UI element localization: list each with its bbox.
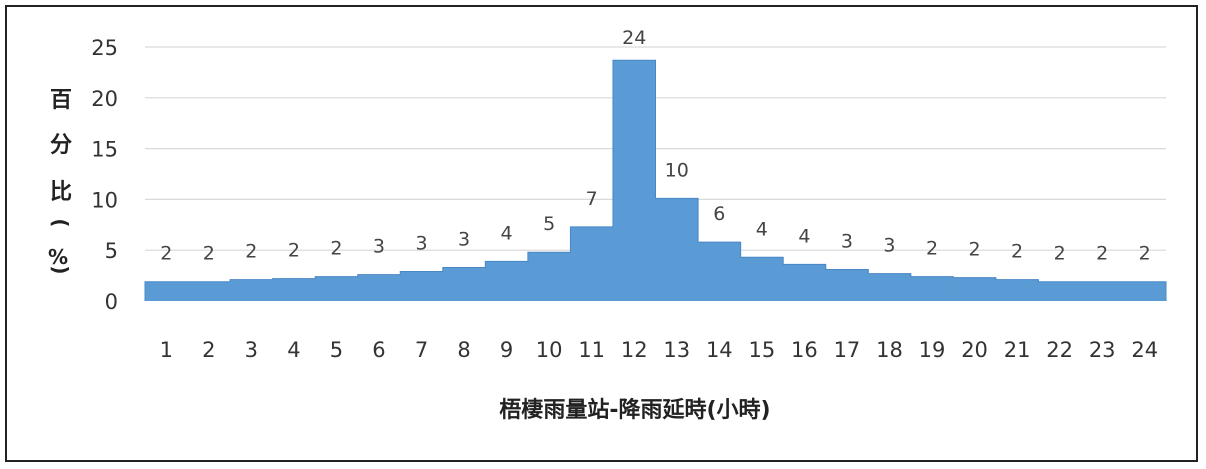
x-tick-label: 12 [621, 338, 648, 362]
bar-4 [272, 278, 316, 301]
x-tick-label: 16 [791, 338, 818, 362]
data-label: 2 [926, 238, 938, 260]
data-label: 3 [373, 236, 385, 258]
bar-16 [783, 264, 827, 301]
x-tick-label: 15 [748, 338, 775, 362]
bar-2 [187, 281, 231, 301]
data-label: 3 [883, 235, 895, 257]
bar-22 [1038, 281, 1082, 301]
data-label: 6 [713, 203, 725, 225]
x-tick-label: 20 [961, 338, 988, 362]
bar-18 [868, 273, 912, 301]
data-label: 2 [288, 240, 300, 262]
y-tick-label: 0 [105, 290, 118, 314]
bar-14 [698, 242, 742, 301]
data-label: 5 [543, 213, 555, 235]
y-tick-label: 5 [105, 239, 118, 263]
x-tick-label: 14 [706, 338, 733, 362]
x-tick-label: 4 [287, 338, 300, 362]
bar-1 [145, 281, 189, 301]
bar-5 [315, 276, 359, 301]
bar-24 [1123, 281, 1167, 301]
x-tick-label: 22 [1046, 338, 1073, 362]
data-label: 3 [841, 231, 853, 253]
bar-3 [230, 279, 274, 301]
bar-13 [655, 198, 699, 301]
data-label: 4 [798, 225, 810, 247]
bar-7 [400, 271, 444, 301]
x-tick-label: 10 [536, 338, 563, 362]
data-label: 2 [330, 238, 342, 260]
x-tick-label: 3 [245, 338, 258, 362]
x-tick-labels: 1 2 3 4 5 6 7 8 9 10 11 12 13 14 15 16 17 18 19 20 21 22 23 24 [160, 338, 1159, 362]
y-axis-label-char: 分 [50, 133, 73, 158]
x-axis-title: 梧棲雨量站-降雨延時(小時) [499, 398, 771, 423]
bar-21 [995, 279, 1039, 301]
bar-15 [740, 257, 784, 301]
data-label: 2 [1011, 241, 1023, 263]
data-label: 3 [415, 233, 427, 255]
data-label: 2 [1096, 243, 1108, 265]
y-axis-label-char: ) [48, 265, 73, 275]
y-axis-label-char: 比 [50, 180, 73, 205]
x-tick-label: 5 [330, 338, 343, 362]
data-label: 4 [501, 222, 513, 244]
data-label: 24 [622, 27, 646, 49]
x-tick-label: 13 [663, 338, 690, 362]
x-tick-label: 2 [202, 338, 215, 362]
x-tick-label: 23 [1089, 338, 1116, 362]
bar-outline [144, 59, 1167, 301]
bars [144, 59, 1167, 301]
y-tick-label: 10 [91, 188, 118, 212]
data-label: 2 [160, 243, 172, 265]
x-tick-label: 18 [876, 338, 903, 362]
y-tick-labels: 0 5 10 15 20 25 [91, 36, 118, 314]
x-tick-label: 11 [578, 338, 605, 362]
bar-9 [485, 261, 529, 301]
y-axis-label-char: % [48, 245, 69, 269]
bar-20 [953, 277, 997, 301]
bar-8 [442, 267, 486, 301]
bar-12 [612, 60, 656, 301]
x-tick-label: 21 [1004, 338, 1031, 362]
x-tick-label: 9 [500, 338, 513, 362]
x-tick-label: 19 [919, 338, 946, 362]
data-label: 10 [665, 159, 689, 181]
x-tick-label: 6 [372, 338, 385, 362]
y-tick-label: 15 [91, 138, 118, 162]
bar-10 [527, 252, 571, 301]
x-tick-label: 1 [160, 338, 173, 362]
data-label: 2 [203, 243, 215, 265]
x-tick-label: 24 [1131, 338, 1158, 362]
data-label: 3 [458, 228, 470, 250]
bar-6 [357, 274, 401, 301]
data-label: 7 [586, 188, 598, 210]
y-axis-label-char: ( [48, 218, 73, 228]
bar-17 [825, 269, 869, 301]
x-tick-label: 17 [834, 338, 861, 362]
bar-11 [570, 226, 614, 301]
y-tick-label: 25 [91, 36, 118, 60]
y-tick-label: 20 [91, 87, 118, 111]
data-label: 2 [245, 241, 257, 263]
data-label: 2 [1054, 243, 1066, 265]
y-axis-label-char: 百 [50, 88, 73, 113]
x-tick-label: 7 [415, 338, 428, 362]
bar-23 [1080, 281, 1124, 301]
bar-19 [910, 276, 954, 301]
data-label: 4 [756, 218, 768, 240]
data-labels: 2 2 2 2 2 3 3 3 4 5 7 24 10 6 4 4 3 3 2 2 2 2 2 2 [160, 27, 1151, 264]
x-tick-label: 8 [457, 338, 470, 362]
data-label: 2 [969, 239, 981, 261]
data-label: 2 [1139, 243, 1151, 265]
